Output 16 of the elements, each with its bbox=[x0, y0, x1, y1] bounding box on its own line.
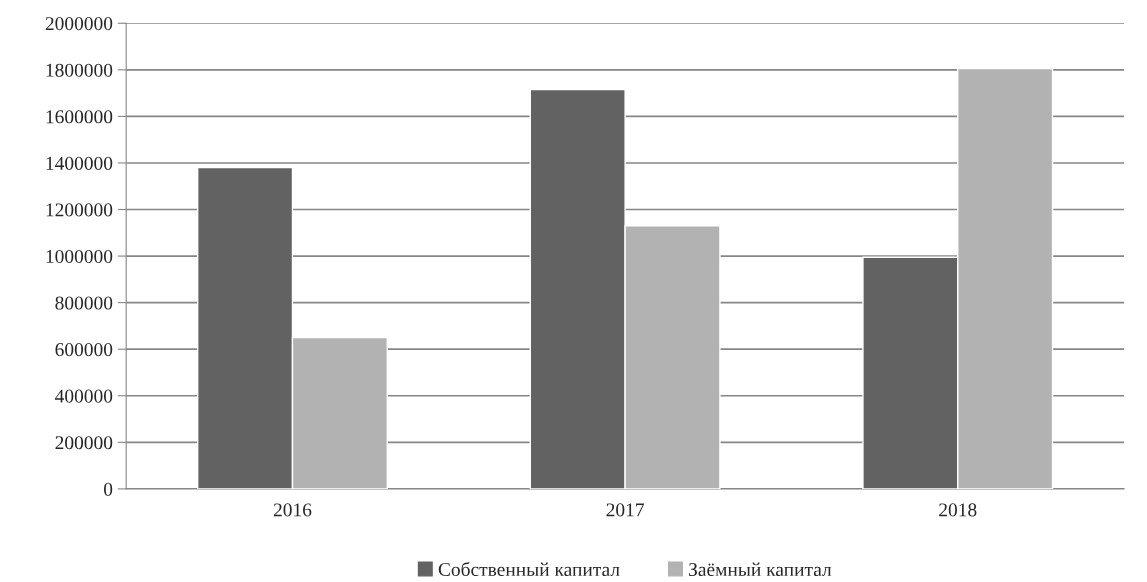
x-tick-label: 2016 bbox=[273, 503, 312, 517]
y-tick-label: 600000 bbox=[55, 343, 113, 357]
y-tick-label: 1800000 bbox=[46, 63, 113, 77]
legend-label: Заёмный капитал bbox=[689, 562, 832, 577]
y-tick-label: 1600000 bbox=[46, 110, 113, 124]
y-tick-label: 1200000 bbox=[46, 203, 113, 217]
y-tick-label: 2000000 bbox=[45, 17, 113, 31]
y-tick-label: 0 bbox=[103, 482, 113, 496]
y-tick-label: 1000000 bbox=[46, 249, 113, 264]
y-tick-label: 400000 bbox=[55, 389, 113, 403]
x-tick-label: 2018 bbox=[939, 503, 977, 517]
x-tick-label: 2017 bbox=[606, 503, 644, 517]
y-tick-label: 200000 bbox=[55, 436, 113, 450]
legend-label: Собственный капитал bbox=[438, 561, 620, 577]
y-tick-label: 800000 bbox=[55, 296, 113, 310]
y-tick-label: 1400000 bbox=[46, 156, 113, 170]
